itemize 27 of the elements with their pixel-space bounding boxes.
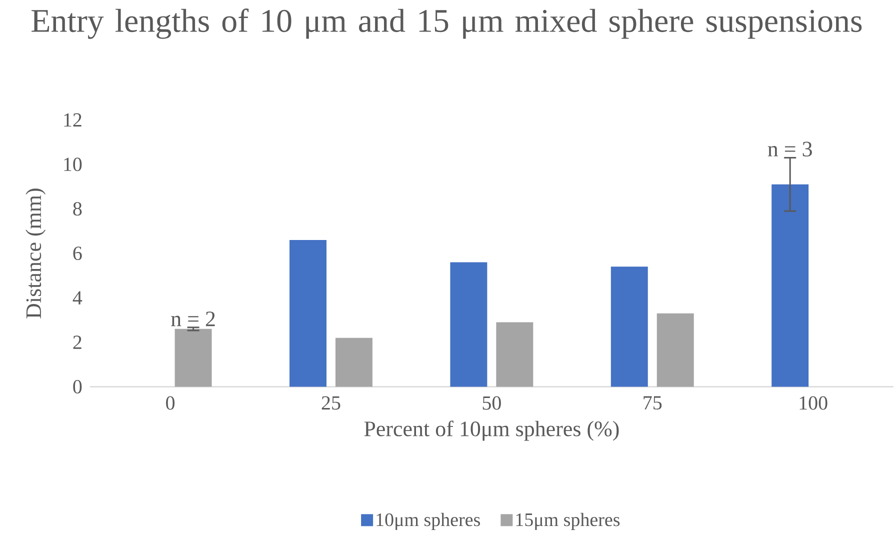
bar	[496, 322, 534, 387]
y-tick-label: 8	[73, 202, 82, 216]
x-tick-label: 25	[322, 396, 340, 410]
y-axis-title: Distance (mm)	[26, 188, 46, 319]
y-tick-label: 4	[72, 291, 82, 305]
y-tick-label: 0	[73, 380, 82, 394]
y-tick-label: 6	[73, 246, 82, 260]
x-axis-title: Percent of 10μm spheres (%)	[364, 420, 619, 441]
chart-title: Entry lengths of 10 μm and 15 μm mixed sphere suspensions	[32, 8, 862, 40]
x-tick-label: 75	[644, 396, 662, 410]
y-tick-label: 12	[64, 113, 82, 127]
annotation: n = 2	[171, 312, 215, 326]
bar	[174, 329, 212, 387]
legend-label: 15μm spheres	[516, 512, 620, 530]
bar	[656, 314, 694, 387]
bar	[335, 338, 372, 387]
legend-label: 10μm spheres	[376, 512, 480, 530]
y-tick-label: 10	[64, 158, 82, 172]
y-tick-label: 2	[73, 336, 82, 350]
annotation: n = 3	[768, 142, 812, 157]
bar	[450, 262, 488, 387]
x-tick-label: 100	[800, 396, 828, 410]
bar	[772, 184, 809, 387]
bar	[290, 240, 326, 387]
x-tick-label: 50	[482, 396, 501, 410]
x-tick-label: 0	[166, 396, 175, 410]
bar	[610, 266, 648, 387]
